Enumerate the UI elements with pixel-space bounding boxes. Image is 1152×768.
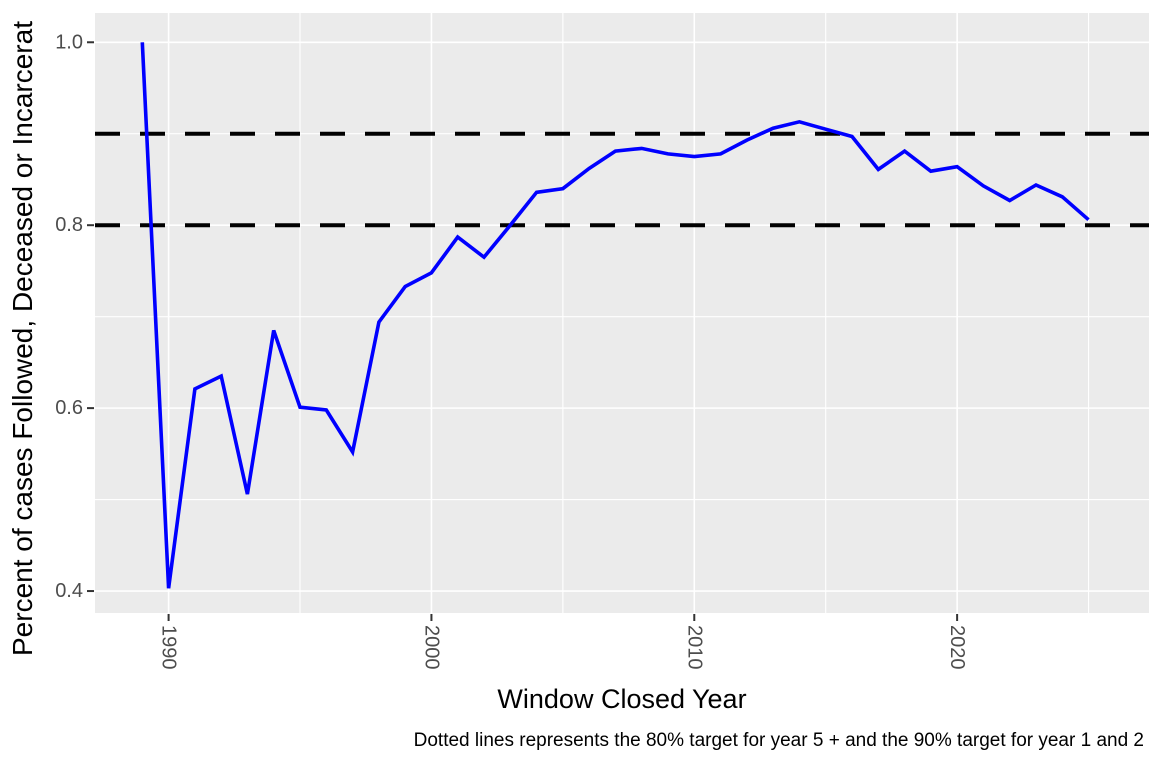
x-tick-label: 2010	[683, 625, 705, 670]
chart-caption: Dotted lines represents the 80% target f…	[413, 730, 1144, 751]
y-tick-label: 1.0	[55, 31, 83, 53]
y-tick-label: 0.6	[55, 397, 83, 419]
x-tick-label: 2020	[946, 625, 968, 670]
y-tick-label: 0.4	[55, 580, 83, 602]
x-tick-label: 2000	[420, 625, 442, 670]
y-axis-title: Percent of cases Followed, Deceased or I…	[7, 21, 38, 656]
y-tick-label: 0.8	[55, 214, 83, 236]
x-axis-title: Window Closed Year	[497, 684, 747, 714]
data-line	[140, 42, 1090, 589]
plot-panel	[95, 13, 1149, 613]
x-tick-label: 1990	[158, 625, 180, 670]
